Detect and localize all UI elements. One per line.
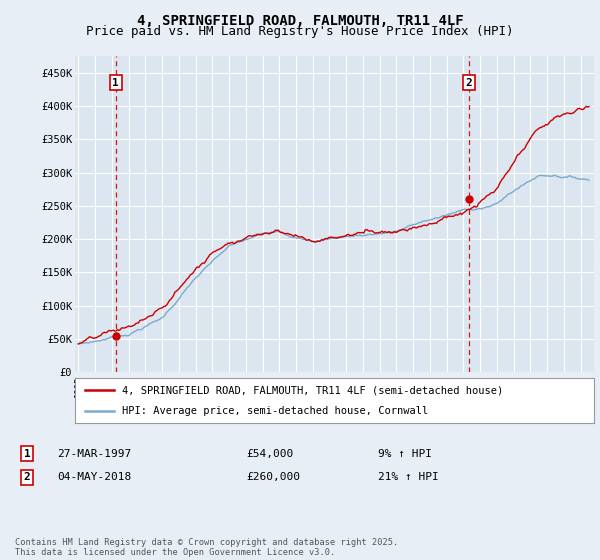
Text: 4, SPRINGFIELD ROAD, FALMOUTH, TR11 4LF (semi-detached house): 4, SPRINGFIELD ROAD, FALMOUTH, TR11 4LF … — [122, 385, 503, 395]
Text: 1: 1 — [112, 78, 119, 88]
Text: £54,000: £54,000 — [246, 449, 293, 459]
Text: Contains HM Land Registry data © Crown copyright and database right 2025.
This d: Contains HM Land Registry data © Crown c… — [15, 538, 398, 557]
Text: 21% ↑ HPI: 21% ↑ HPI — [378, 472, 439, 482]
Text: 2: 2 — [466, 78, 472, 88]
Text: Price paid vs. HM Land Registry's House Price Index (HPI): Price paid vs. HM Land Registry's House … — [86, 25, 514, 38]
Text: 9% ↑ HPI: 9% ↑ HPI — [378, 449, 432, 459]
Text: £260,000: £260,000 — [246, 472, 300, 482]
Text: HPI: Average price, semi-detached house, Cornwall: HPI: Average price, semi-detached house,… — [122, 405, 428, 416]
Text: 27-MAR-1997: 27-MAR-1997 — [57, 449, 131, 459]
Text: 1: 1 — [23, 449, 31, 459]
Text: 04-MAY-2018: 04-MAY-2018 — [57, 472, 131, 482]
Text: 2: 2 — [23, 472, 31, 482]
Text: 4, SPRINGFIELD ROAD, FALMOUTH, TR11 4LF: 4, SPRINGFIELD ROAD, FALMOUTH, TR11 4LF — [137, 14, 463, 28]
